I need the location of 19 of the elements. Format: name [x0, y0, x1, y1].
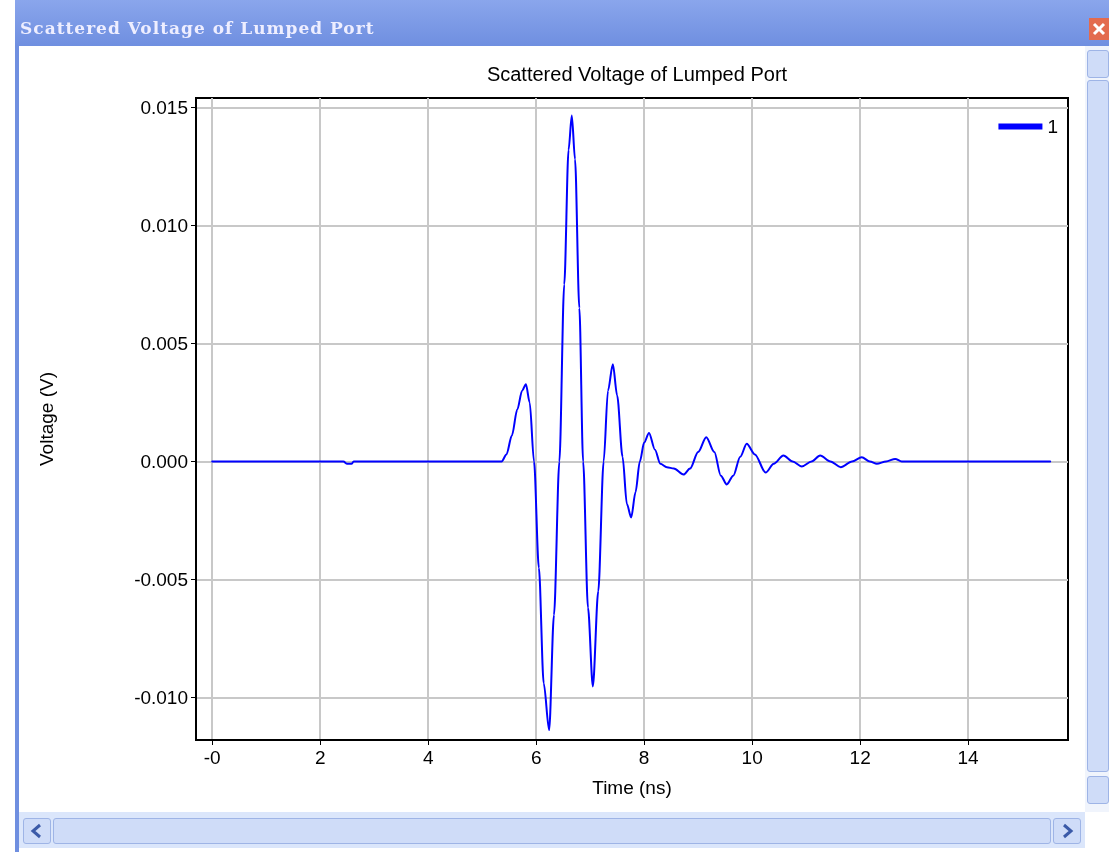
y-axis-title: Voltage (V) — [36, 372, 57, 466]
y-tick-label: 0.000 — [140, 450, 188, 472]
x-tick-label: 8 — [638, 747, 650, 768]
y-tick-label: 0.010 — [140, 214, 188, 236]
text: Scattered Voltage of Lumped Port — [20, 18, 375, 38]
x-tick-label: 6 — [530, 747, 542, 768]
y-tick-label: -0.010 — [134, 687, 188, 709]
x-tick-label: 14 — [957, 747, 980, 768]
chart-title: Scattered Voltage of Lumped Port — [486, 63, 788, 85]
x-tick-label: 12 — [849, 747, 871, 768]
x-tick-label: 4 — [422, 747, 434, 768]
x-tick-label: -0 — [203, 747, 221, 768]
legend-label: 1 — [1047, 116, 1059, 137]
x-tick-label: 10 — [741, 747, 763, 768]
x-tick-label: 2 — [314, 747, 326, 768]
y-tick-label: -0.005 — [134, 569, 188, 590]
x-axis-title: Time (ns) — [592, 777, 672, 798]
y-tick-label: 0.015 — [140, 96, 188, 118]
y-tick-label: 0.005 — [140, 332, 188, 354]
